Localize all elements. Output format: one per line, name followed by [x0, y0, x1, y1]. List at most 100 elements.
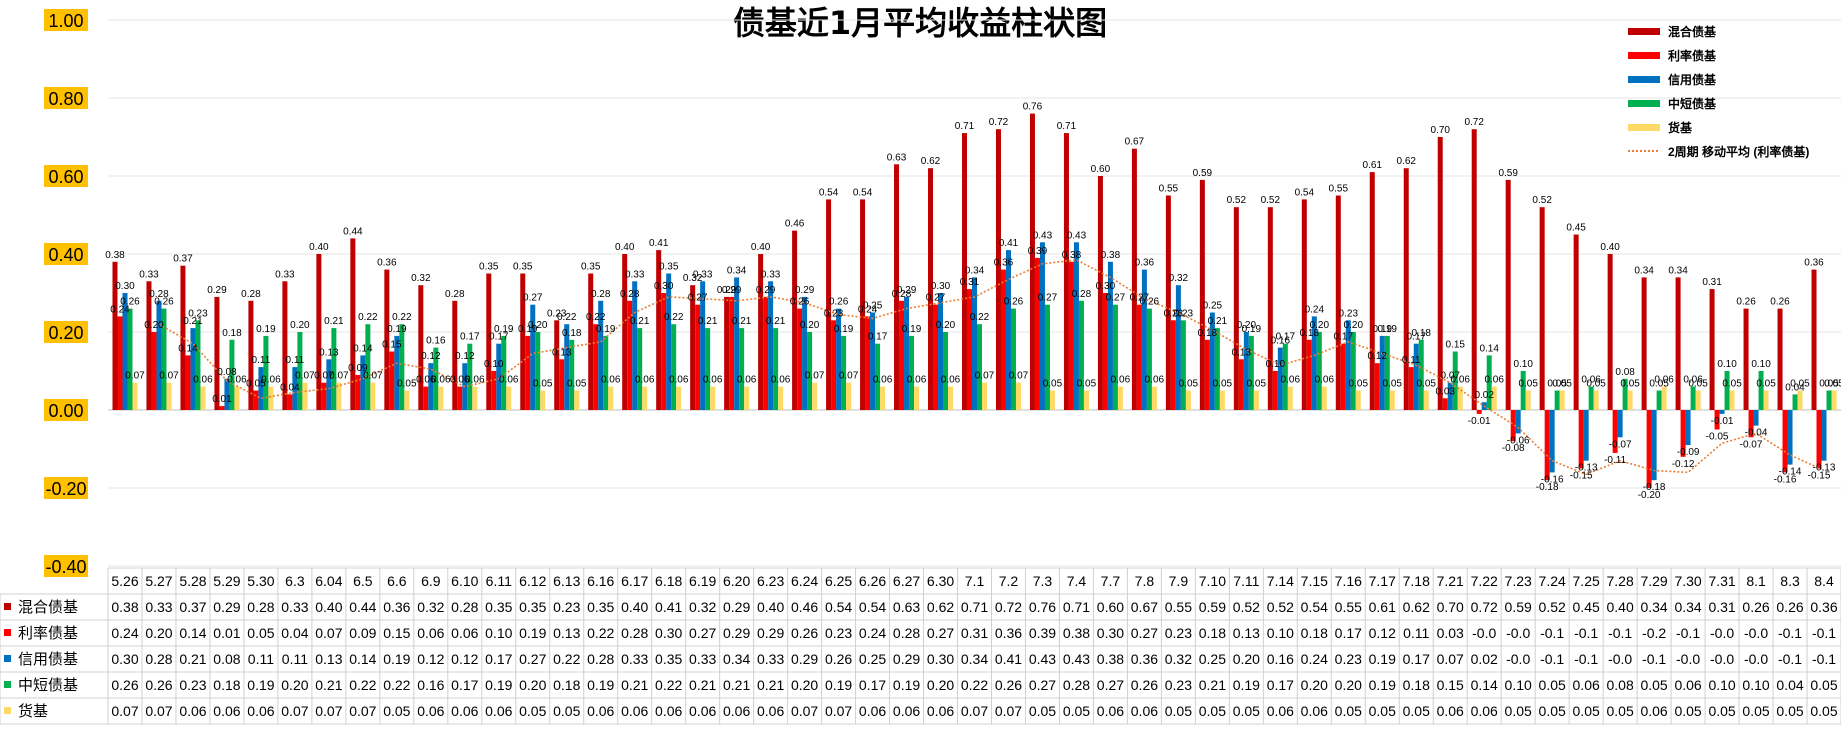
bar	[122, 293, 128, 410]
table-cell: 0.17	[859, 677, 886, 693]
table-series-name: 中短债基	[18, 677, 78, 694]
bar	[690, 285, 696, 410]
legend-label: 混合债基	[1668, 24, 1717, 39]
data-label: 0.14	[178, 343, 198, 354]
data-label: 0.19	[494, 324, 514, 335]
bar	[554, 320, 560, 410]
table-cell: 0.21	[1199, 677, 1226, 693]
bar	[943, 332, 949, 410]
table-cell: 0.05	[1539, 703, 1566, 719]
table-cell: 0.23	[553, 599, 580, 615]
bar	[744, 386, 750, 410]
bar	[472, 386, 478, 410]
bar	[1471, 129, 1477, 410]
data-label: -0.08	[1502, 443, 1525, 454]
table-cell: 0.10	[1267, 625, 1294, 641]
table-category-label: 6.20	[723, 573, 750, 589]
data-label: 0.71	[955, 121, 975, 132]
table-category-label: 6.13	[553, 573, 580, 589]
table-cell: 0.09	[349, 625, 376, 641]
bar	[1287, 386, 1293, 410]
data-label: 0.52	[1227, 195, 1247, 206]
table-cell: 0.28	[621, 625, 648, 641]
table-cell: 0.67	[1131, 599, 1158, 615]
bar	[1452, 351, 1458, 410]
table-cell: 0.21	[621, 677, 648, 693]
table-category-label: 6.5	[353, 573, 373, 589]
table-cell: 0.23	[179, 677, 206, 693]
data-label: 0.33	[693, 269, 713, 280]
data-label: 0.05	[1179, 379, 1199, 390]
table-cell: 0.38	[1097, 651, 1124, 667]
data-label: 0.35	[513, 262, 533, 273]
bar	[972, 277, 977, 410]
data-label: 0.11	[1402, 355, 1421, 366]
data-label: 0.23	[1164, 308, 1184, 319]
table-cell: 0.10	[1505, 677, 1532, 693]
data-label: 0.44	[343, 226, 363, 237]
data-label: 0.17	[460, 332, 480, 343]
data-label: 0.32	[683, 273, 703, 284]
bar	[1311, 316, 1317, 410]
bar	[1146, 308, 1152, 410]
bar	[1044, 304, 1050, 410]
data-label: 0.20	[1310, 320, 1330, 331]
table-cell: 0.06	[1097, 703, 1124, 719]
bar	[161, 308, 167, 410]
bar	[1714, 410, 1720, 430]
bar	[1350, 332, 1356, 410]
bar	[132, 382, 138, 410]
table-cell: -0.1	[1574, 625, 1598, 641]
data-label: 0.19	[596, 324, 616, 335]
table-cell: 0.34	[1640, 599, 1667, 615]
bar	[146, 281, 152, 410]
data-label: 0.12	[1368, 351, 1388, 362]
table-cell: 0.55	[1335, 599, 1362, 615]
data-label: 0.20	[1344, 320, 1364, 331]
data-label: 0.20	[1237, 320, 1257, 331]
data-label: 0.30	[115, 281, 135, 292]
table-cell: 0.34	[961, 651, 988, 667]
table-category-label: 8.3	[1780, 573, 1800, 589]
table-cell: 0.06	[485, 703, 512, 719]
data-label: 0.62	[1397, 156, 1417, 167]
table-cell: -0.0	[1744, 625, 1768, 641]
table-cell: 0.36	[1810, 599, 1837, 615]
bar	[1117, 386, 1123, 410]
y-tick-label-bg	[44, 87, 88, 109]
bar	[676, 386, 682, 410]
data-label: 0.21	[324, 316, 344, 327]
bar	[802, 296, 808, 410]
data-label: 0.25	[863, 301, 883, 312]
table-cell: -0.1	[1676, 625, 1700, 641]
table-cell: 0.33	[145, 599, 172, 615]
data-label: 0.17	[868, 332, 888, 343]
data-label: -0.07	[1609, 439, 1632, 450]
table-cell: 0.22	[961, 677, 988, 693]
table-cell: 0.40	[1607, 599, 1634, 615]
data-label: 0.22	[557, 312, 577, 323]
table-cell: 0.06	[927, 703, 954, 719]
table-cell: 0.06	[723, 703, 750, 719]
table-cell: 0.20	[1233, 651, 1260, 667]
bar	[151, 332, 157, 410]
bar	[1389, 390, 1395, 410]
bar	[1248, 335, 1254, 410]
bar	[1418, 339, 1424, 410]
data-label: 0.35	[581, 262, 601, 273]
bar	[1549, 410, 1555, 473]
data-label: 0.19	[387, 324, 407, 335]
bar	[938, 293, 944, 410]
table-category-label: 7.15	[1301, 573, 1328, 589]
table-cell: 0.06	[1640, 703, 1667, 719]
data-label: 0.45	[1566, 223, 1586, 234]
bar	[438, 386, 444, 410]
data-label: 0.05	[246, 379, 266, 390]
data-label: -0.13	[1575, 463, 1598, 474]
table-cell: 0.36	[995, 625, 1022, 641]
data-label: 0.06	[1654, 375, 1674, 386]
bar	[1695, 390, 1701, 410]
data-label: 0.05	[1620, 379, 1640, 390]
bar	[797, 308, 803, 410]
table-cell: 0.43	[1063, 651, 1090, 667]
